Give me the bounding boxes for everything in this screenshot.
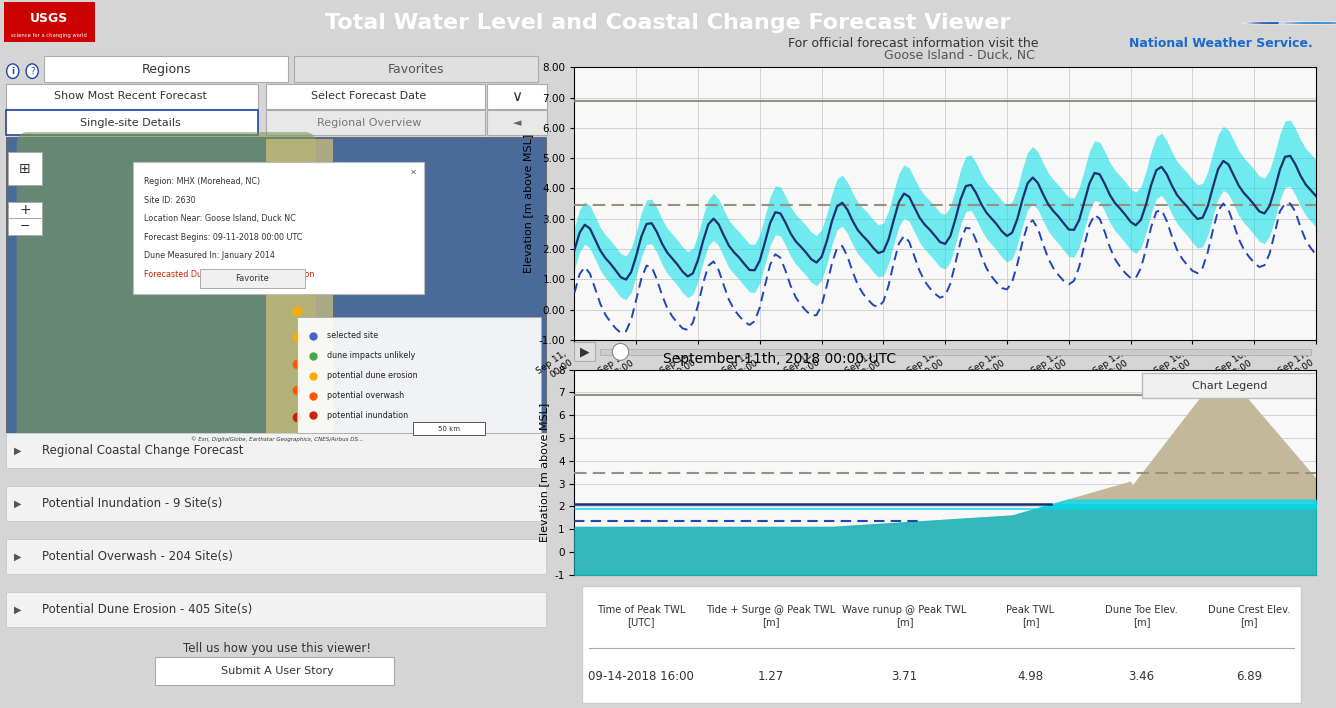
Text: ✕: ✕: [410, 167, 417, 176]
Text: September 11th, 2018 00:00 UTC: September 11th, 2018 00:00 UTC: [664, 352, 896, 365]
Text: ?: ?: [29, 67, 35, 76]
Y-axis label: Elevation [m above MSL]: Elevation [m above MSL]: [538, 403, 549, 542]
Text: 50 km: 50 km: [438, 426, 460, 432]
Text: © Esri, DigitalGlobe, Earthstar Geographics, CNES/Airbus DS...: © Esri, DigitalGlobe, Earthstar Geograph…: [191, 436, 363, 442]
Bar: [4, 2, 95, 42]
Bar: [5, 433, 546, 468]
Text: Dune Toe Elev.
[m]: Dune Toe Elev. [m]: [1105, 605, 1178, 627]
Y-axis label: Elevation [m above MSL]: Elevation [m above MSL]: [524, 134, 533, 273]
Ellipse shape: [612, 343, 629, 360]
Text: selected site: selected site: [327, 331, 378, 341]
FancyBboxPatch shape: [1142, 372, 1316, 399]
Circle shape: [7, 64, 19, 79]
Text: 1.27: 1.27: [758, 670, 784, 683]
Bar: [199, 269, 305, 287]
Text: 3.71: 3.71: [891, 670, 918, 683]
Bar: [8, 202, 41, 218]
Text: 4.98: 4.98: [1018, 670, 1043, 683]
Text: potential overwash: potential overwash: [327, 391, 405, 400]
Text: Submit A User Story: Submit A User Story: [220, 666, 334, 676]
Text: Dune Crest Elev.
[m]: Dune Crest Elev. [m]: [1208, 605, 1291, 627]
Text: Favorites: Favorites: [387, 63, 444, 76]
Text: Location Near: Goose Island, Duck NC: Location Near: Goose Island, Duck NC: [144, 215, 295, 223]
Bar: [5, 137, 546, 437]
Bar: [8, 218, 41, 234]
Text: Show Most Recent Forecast: Show Most Recent Forecast: [53, 91, 207, 101]
Text: Regional Overview: Regional Overview: [317, 118, 421, 128]
Text: ▶: ▶: [13, 445, 21, 455]
Bar: [5, 110, 258, 135]
Bar: [297, 317, 541, 433]
Bar: [600, 348, 1311, 355]
Bar: [155, 657, 394, 685]
Text: −: −: [20, 219, 31, 233]
Bar: [5, 539, 546, 573]
Bar: [5, 592, 546, 627]
Text: dune impacts unlikely: dune impacts unlikely: [327, 351, 415, 360]
Text: ⊞: ⊞: [19, 161, 31, 176]
Bar: [8, 152, 41, 185]
Text: Regional Coastal Change Forecast: Regional Coastal Change Forecast: [41, 444, 243, 457]
FancyBboxPatch shape: [16, 132, 317, 443]
Bar: [486, 84, 546, 109]
Text: i: i: [11, 67, 15, 76]
Text: +: +: [19, 203, 31, 217]
Bar: [574, 342, 596, 361]
Text: National Weather Service.: National Weather Service.: [1129, 37, 1313, 50]
Text: Potential Overwash - 204 Site(s): Potential Overwash - 204 Site(s): [41, 550, 232, 563]
Text: Potential Dune Erosion - 405 Site(s): Potential Dune Erosion - 405 Site(s): [41, 603, 251, 616]
Text: potential dune erosion: potential dune erosion: [327, 371, 418, 380]
Text: Regions: Regions: [142, 63, 191, 76]
Text: Tide + Surge @ Peak TWL
[m]: Tide + Surge @ Peak TWL [m]: [707, 605, 835, 627]
Text: Goose Island - Duck, NC: Goose Island - Duck, NC: [884, 50, 1034, 62]
Bar: [44, 56, 289, 82]
Text: USGS: USGS: [31, 12, 68, 25]
Text: Wave runup @ Peak TWL
[m]: Wave runup @ Peak TWL [m]: [842, 605, 967, 627]
Text: Select Forecast Date: Select Forecast Date: [311, 91, 426, 101]
Bar: [413, 422, 485, 435]
Bar: [266, 139, 333, 437]
Text: Total Water Level and Coastal Change Forecast Viewer: Total Water Level and Coastal Change For…: [325, 13, 1011, 33]
Text: ▶: ▶: [580, 346, 589, 358]
Bar: [5, 84, 258, 109]
Text: science for a changing world: science for a changing world: [12, 33, 87, 38]
Text: ▶: ▶: [13, 605, 21, 615]
Text: Peak TWL
[m]: Peak TWL [m]: [1006, 605, 1054, 627]
Circle shape: [27, 64, 39, 79]
Text: 6.89: 6.89: [1236, 670, 1263, 683]
Text: ∨: ∨: [512, 88, 522, 104]
Text: Time of Peak TWL
[UTC]: Time of Peak TWL [UTC]: [597, 605, 685, 627]
Text: Dune Measured In: January 2014: Dune Measured In: January 2014: [144, 251, 275, 261]
Text: 3.46: 3.46: [1129, 670, 1154, 683]
Text: Single-site Details: Single-site Details: [80, 118, 180, 128]
Bar: [266, 84, 485, 109]
Bar: [294, 56, 538, 82]
Text: Tell us how you use this viewer!: Tell us how you use this viewer!: [183, 642, 371, 655]
Text: Region: MHX (Morehead, NC): Region: MHX (Morehead, NC): [144, 177, 261, 186]
Text: Favorite: Favorite: [235, 274, 269, 283]
Text: ▶: ▶: [13, 552, 21, 561]
Text: Chart Legend: Chart Legend: [1192, 381, 1267, 391]
Text: potential inundation: potential inundation: [327, 411, 409, 420]
Circle shape: [1242, 22, 1317, 24]
Text: Site ID: 2630: Site ID: 2630: [144, 195, 196, 205]
Text: For official forecast information visit the: For official forecast information visit …: [788, 37, 1042, 50]
Bar: [134, 162, 424, 295]
Text: Forecasted Dune Impact Regime: Collision: Forecasted Dune Impact Regime: Collision: [144, 270, 314, 279]
Text: ◄: ◄: [513, 118, 521, 128]
Bar: [266, 110, 485, 135]
Bar: [486, 110, 546, 135]
Text: Potential Inundation - 9 Site(s): Potential Inundation - 9 Site(s): [41, 497, 222, 510]
Circle shape: [1279, 22, 1336, 24]
Bar: [5, 486, 546, 520]
Text: 09-14-2018 16:00: 09-14-2018 16:00: [588, 670, 695, 683]
Text: ▶: ▶: [13, 498, 21, 508]
Text: Forecast Begins: 09-11-2018 00:00 UTC: Forecast Begins: 09-11-2018 00:00 UTC: [144, 233, 302, 242]
